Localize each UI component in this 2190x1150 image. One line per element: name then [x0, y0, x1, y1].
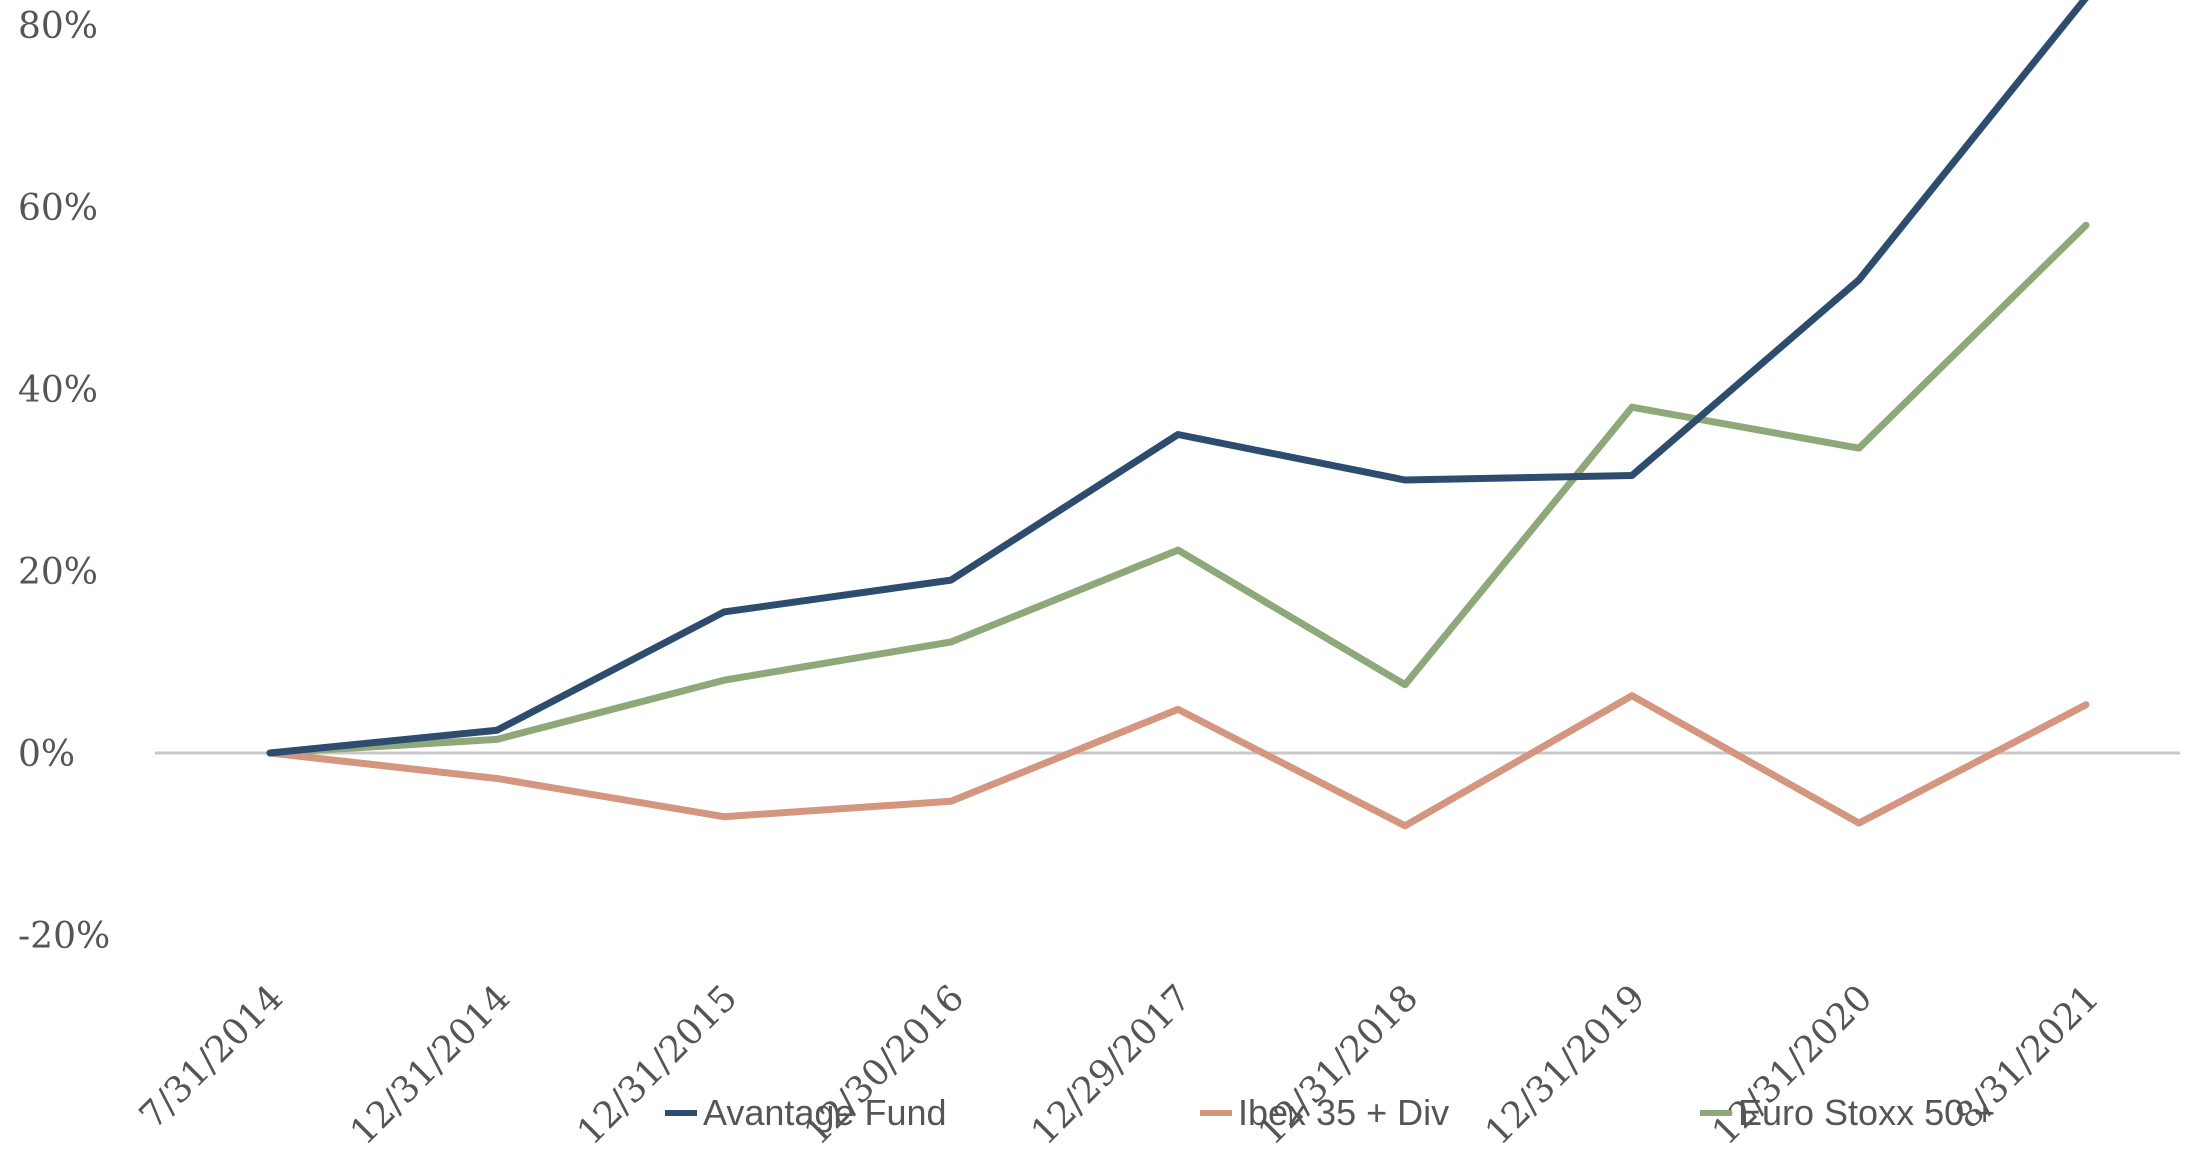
- legend-label: Euro Stoxx 50 +: [1738, 1092, 1995, 1133]
- y-tick-label: 40%: [18, 370, 98, 411]
- legend-label: Avantage Fund: [703, 1092, 947, 1133]
- legend-label: Ibex 35 + Div: [1238, 1092, 1449, 1133]
- x-tick-label: 12/31/2019: [1478, 977, 1654, 1150]
- y-tick-label: 0%: [18, 734, 75, 775]
- x-tick-label: 12/31/2014: [343, 977, 519, 1150]
- x-tick-label: 12/29/2017: [1024, 977, 1200, 1150]
- x-tick-label: 7/31/2014: [132, 977, 292, 1137]
- y-tick-label: 60%: [18, 188, 98, 229]
- y-tick-label: -20%: [18, 916, 110, 957]
- series-line: [266, 692, 2090, 830]
- series-line: [266, 0, 2089, 757]
- series-line: [266, 221, 2090, 757]
- y-tick-label: 80%: [18, 6, 98, 47]
- y-tick-label: 20%: [18, 552, 98, 593]
